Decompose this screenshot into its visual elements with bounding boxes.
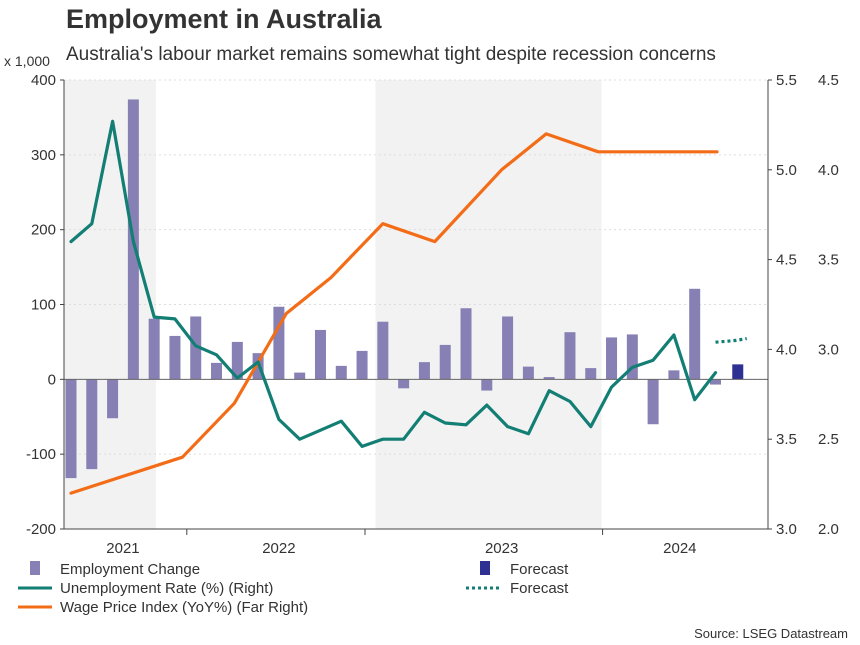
employment-bar-23 <box>543 377 555 380</box>
employment-bar-19 <box>460 308 472 380</box>
chart-title: Employment in Australia <box>66 4 382 34</box>
left-tick-label-5: 300 <box>31 147 56 164</box>
employment-bar-13 <box>335 365 347 380</box>
chart-subtitle: Australia's labour market remains somewh… <box>66 44 716 65</box>
left-tick-label-4: 200 <box>31 222 56 239</box>
far-right-tick-label-1: 2.5 <box>818 431 839 448</box>
employment-bar-26 <box>606 337 618 380</box>
right-tick-label-2: 4.0 <box>776 341 797 358</box>
left-tick-label-0: -200 <box>26 521 56 538</box>
employment-bar-1 <box>86 379 98 470</box>
left-tick-label-1: -100 <box>26 446 56 463</box>
employment-bar-24 <box>564 332 576 380</box>
unemployment-rate-line <box>69 119 718 448</box>
employment-bar-15 <box>377 321 389 380</box>
employment-bar-21 <box>502 316 514 380</box>
right-tick-label-3: 4.5 <box>776 252 797 269</box>
forecast-bar-0 <box>732 364 744 380</box>
far-right-tick-label-5: 4.5 <box>818 72 839 89</box>
legend-label-0: Employment Change <box>60 561 200 578</box>
employment-bar-14 <box>356 350 368 380</box>
wage-price-index-line <box>69 132 719 495</box>
employment-bar-25 <box>585 368 597 380</box>
employment-bar-28 <box>647 379 659 425</box>
left-tick-label-3: 100 <box>31 297 56 314</box>
right-tick-label-5: 5.5 <box>776 72 797 89</box>
legend-label-4: Wage Price Index (YoY%) (Far Right) <box>60 599 308 616</box>
employment-bar-11 <box>294 372 306 380</box>
left-axis-unit-label: x 1,000 <box>4 53 50 69</box>
employment-bar-4 <box>148 318 160 380</box>
far-right-tick-label-0: 2.0 <box>818 521 839 538</box>
x-label-2023: 2023 <box>485 540 518 557</box>
employment-bar-22 <box>522 366 534 380</box>
employment-bar-17 <box>418 362 430 380</box>
unemployment-forecast-line <box>715 337 747 344</box>
far-right-tick-label-2: 3.0 <box>818 341 839 358</box>
legend-label-2: Unemployment Rate (%) (Right) <box>60 580 273 597</box>
employment-bar-8 <box>231 341 243 380</box>
left-tick-label-6: 400 <box>31 72 56 89</box>
legend-label-1: Forecast <box>510 561 569 578</box>
far-right-tick-label-4: 4.0 <box>818 162 839 179</box>
employment-bar-27 <box>626 334 638 380</box>
employment-bar-0 <box>65 379 77 479</box>
left-tick-label-2: 0 <box>48 371 56 388</box>
employment-bar-6 <box>190 316 202 380</box>
employment-bar-10 <box>273 306 285 380</box>
shaded-period-1 <box>375 80 602 529</box>
x-label-2021: 2021 <box>106 540 139 557</box>
legend-swatch-0 <box>30 561 40 575</box>
legend-label-3: Forecast <box>510 580 569 597</box>
source-note: Source: LSEG Datastream <box>694 626 848 641</box>
employment-bar-30 <box>689 288 701 380</box>
employment-bar-7 <box>211 362 223 380</box>
far-right-tick-label-3: 3.5 <box>818 252 839 269</box>
employment-bar-16 <box>398 379 410 389</box>
employment-bar-5 <box>169 335 181 380</box>
employment-bar-29 <box>668 370 680 380</box>
employment-bar-20 <box>481 379 493 391</box>
x-label-2024: 2024 <box>663 540 696 557</box>
x-label-2022: 2022 <box>262 540 295 557</box>
employment-bar-12 <box>314 329 326 380</box>
employment-bar-2 <box>107 379 119 419</box>
legend-swatch-1 <box>480 561 490 575</box>
right-tick-label-4: 5.0 <box>776 162 797 179</box>
employment-bar-31 <box>709 379 721 385</box>
right-tick-label-0: 3.0 <box>776 521 797 538</box>
employment-bar-18 <box>439 344 451 380</box>
right-tick-label-1: 3.5 <box>776 431 797 448</box>
